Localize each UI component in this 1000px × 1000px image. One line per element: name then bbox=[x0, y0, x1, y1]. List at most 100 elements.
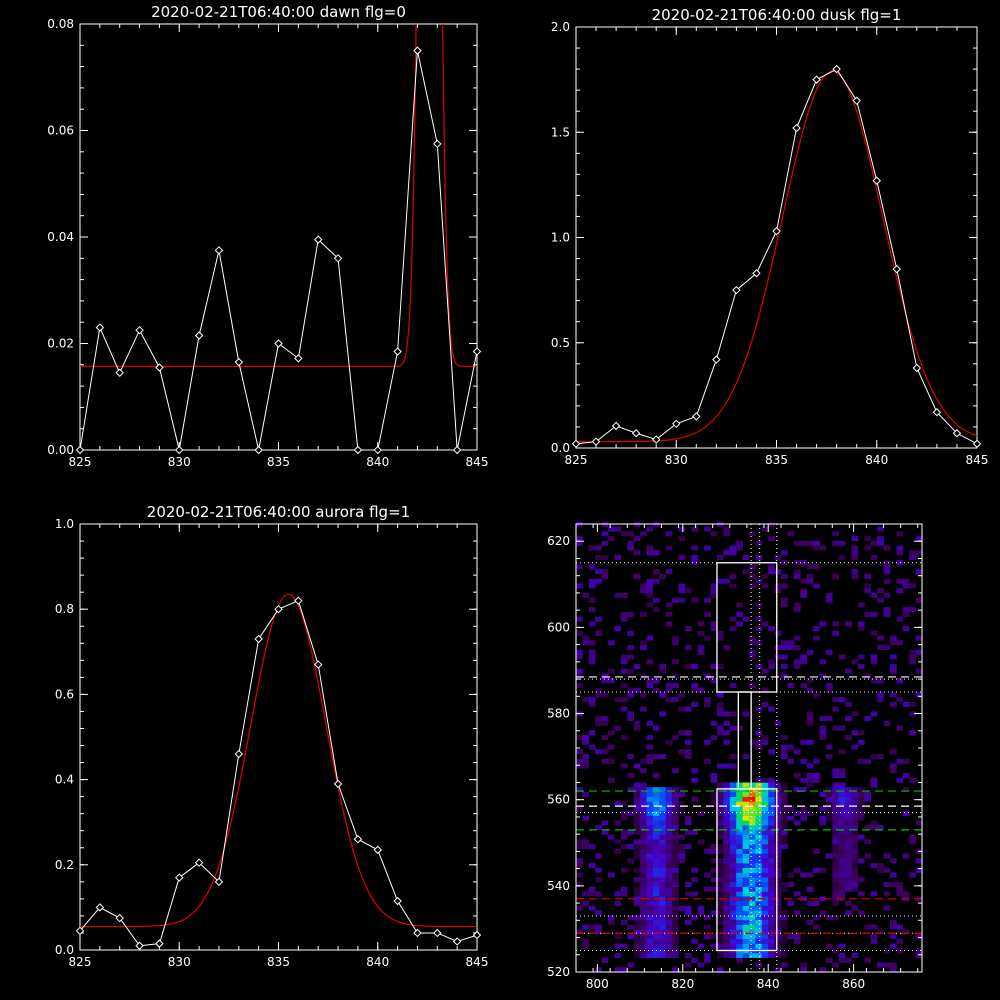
heatmap-cell bbox=[582, 735, 590, 741]
heatmap-cell bbox=[838, 886, 846, 892]
heatmap-cell bbox=[723, 882, 731, 887]
heatmap-cell bbox=[640, 948, 647, 954]
heatmap-cell bbox=[793, 664, 801, 669]
heatmap-cell bbox=[774, 829, 782, 835]
heatmap-cell bbox=[717, 664, 724, 669]
heatmap-cell bbox=[838, 796, 846, 802]
heatmap-cell bbox=[646, 915, 654, 921]
heatmap-cell bbox=[710, 796, 718, 802]
observed-line bbox=[80, 50, 477, 450]
heatmap-cell bbox=[684, 645, 692, 650]
heatmap-cell bbox=[851, 848, 859, 854]
heatmap-cell bbox=[749, 649, 756, 655]
data-point bbox=[254, 634, 263, 644]
heatmap-cell bbox=[851, 550, 859, 556]
heatmap-cell bbox=[608, 834, 615, 840]
heatmap-cell bbox=[742, 796, 750, 802]
heatmap-cell bbox=[710, 886, 718, 892]
heatmap-cell bbox=[800, 540, 807, 546]
heatmap-cell bbox=[890, 872, 897, 878]
heatmap-cell bbox=[659, 934, 666, 940]
heatmap-cell bbox=[806, 716, 814, 722]
heatmap-cell bbox=[640, 886, 647, 892]
heatmap-cell bbox=[691, 891, 698, 897]
heatmap-cell bbox=[672, 735, 679, 741]
heatmap-cell bbox=[909, 834, 916, 840]
heatmap-cell bbox=[640, 867, 647, 873]
heatmap-cell bbox=[640, 953, 647, 958]
heatmap-cell bbox=[646, 583, 654, 589]
heatmap-cell bbox=[640, 692, 647, 698]
heatmap-cell bbox=[620, 867, 628, 873]
heatmap-cell bbox=[761, 924, 769, 930]
heatmap-cell bbox=[729, 867, 737, 873]
heatmap-cell bbox=[793, 602, 801, 608]
heatmap-cell bbox=[601, 540, 609, 546]
heatmap-cell bbox=[646, 810, 654, 816]
heatmap-cell bbox=[781, 915, 788, 921]
heatmap-cell bbox=[838, 825, 846, 831]
heatmap-cell bbox=[742, 569, 750, 575]
heatmap-cell bbox=[723, 796, 731, 802]
heatmap-cell bbox=[614, 725, 622, 731]
heatmap-cell bbox=[774, 872, 782, 878]
heatmap-cell bbox=[851, 825, 859, 831]
heatmap-cell bbox=[646, 943, 654, 949]
heatmap-cell bbox=[851, 863, 859, 868]
heatmap-cell bbox=[825, 915, 833, 921]
heatmap-cell bbox=[646, 806, 654, 812]
heatmap-cell bbox=[588, 654, 596, 660]
heatmap-cell bbox=[633, 900, 641, 906]
heatmap-cell bbox=[838, 540, 846, 546]
heatmap-cell bbox=[851, 796, 859, 802]
plot-title: 2020-02-21T06:40:00 aurora flg=1 bbox=[147, 503, 410, 521]
heatmap-cell bbox=[755, 938, 763, 944]
heatmap-cell bbox=[851, 711, 859, 717]
heatmap-cell bbox=[742, 839, 750, 845]
heatmap-cell bbox=[697, 630, 705, 636]
heatmap-cell bbox=[704, 758, 711, 764]
heatmap-cell bbox=[768, 853, 775, 859]
heatmap-cell bbox=[915, 820, 923, 826]
heatmap-cell bbox=[684, 588, 692, 594]
data-point bbox=[353, 835, 363, 844]
heatmap-cell bbox=[736, 900, 743, 906]
heatmap-cell bbox=[665, 943, 673, 949]
heatmap-cell bbox=[652, 550, 660, 556]
heatmap-cell bbox=[761, 886, 769, 892]
heatmap-cell bbox=[838, 749, 846, 755]
heatmap-cell bbox=[652, 919, 660, 925]
heatmap-cell bbox=[729, 863, 737, 868]
heatmap-cell bbox=[755, 929, 763, 935]
heatmap-cell bbox=[633, 815, 641, 821]
heatmap-cell bbox=[781, 744, 788, 750]
heatmap-cell bbox=[646, 791, 654, 797]
heatmap-cell bbox=[633, 782, 641, 788]
heatmap-cell bbox=[652, 787, 660, 793]
heatmap-cell bbox=[665, 929, 673, 935]
heatmap-cell bbox=[781, 673, 788, 679]
heatmap-cell bbox=[627, 915, 634, 921]
heatmap-cell bbox=[761, 891, 769, 897]
heatmap-cell bbox=[774, 787, 782, 793]
heatmap-cell bbox=[768, 791, 775, 797]
heatmap-cell bbox=[646, 891, 654, 897]
heatmap-cell bbox=[729, 900, 737, 906]
heatmap-cell bbox=[749, 815, 756, 821]
heatmap-cell bbox=[819, 673, 827, 679]
heatmap-cell bbox=[717, 796, 724, 802]
heatmap-cell bbox=[768, 820, 775, 826]
heatmap-cell bbox=[832, 540, 839, 546]
heatmap-cell bbox=[825, 754, 833, 759]
heatmap-cell bbox=[646, 896, 654, 902]
heatmap-cell bbox=[640, 815, 647, 821]
heatmap-cell bbox=[806, 540, 814, 546]
heatmap-cell bbox=[684, 664, 692, 669]
heatmap-cell bbox=[749, 872, 756, 878]
heatmap-cell bbox=[652, 929, 660, 935]
heatmap-cell bbox=[672, 943, 679, 949]
heatmap-cell bbox=[659, 825, 666, 831]
heatmap-cell bbox=[717, 806, 724, 812]
heatmap-cell bbox=[646, 787, 654, 793]
data-point bbox=[194, 331, 204, 340]
